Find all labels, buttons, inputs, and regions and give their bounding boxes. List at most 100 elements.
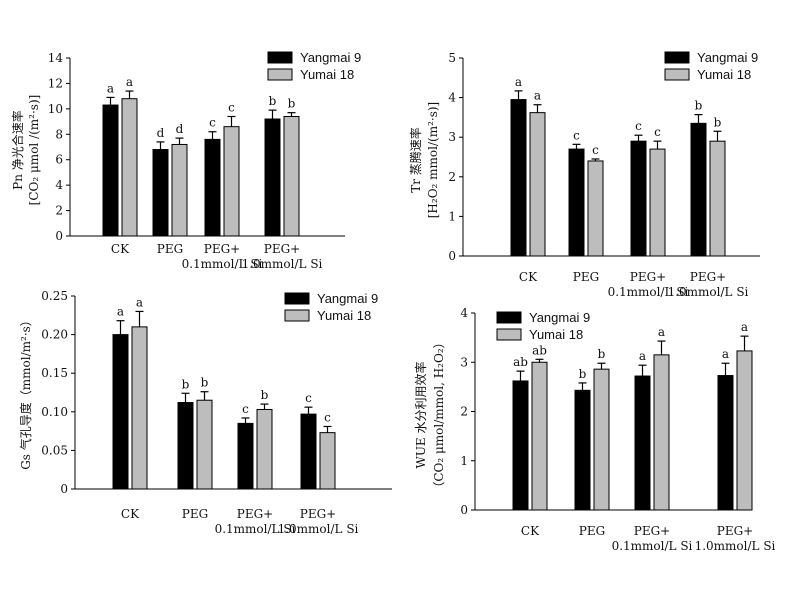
significance-letter: d bbox=[176, 122, 184, 136]
significance-letter: c bbox=[592, 143, 599, 157]
significance-letter: ab bbox=[532, 343, 547, 357]
significance-letter: a bbox=[515, 75, 522, 89]
bar-yangmai9 bbox=[102, 104, 119, 237]
bar-yumai18 bbox=[319, 432, 336, 490]
significance-letter: b bbox=[201, 376, 209, 390]
legend-swatch bbox=[496, 328, 522, 341]
bar-yumai18 bbox=[283, 115, 300, 237]
y-axis-label: [H₂O₂ mmol/(m²·s)] bbox=[426, 102, 440, 219]
significance-letter: b bbox=[714, 115, 722, 129]
y-tick-label: 0.05 bbox=[41, 443, 68, 457]
y-tick-label: 0.10 bbox=[41, 405, 68, 419]
significance-letter: c bbox=[573, 128, 580, 142]
y-tick-label: 0.25 bbox=[41, 289, 68, 303]
legend-label: Yumai 18 bbox=[317, 308, 371, 323]
y-tick-label: 4 bbox=[448, 91, 456, 105]
y-axis-label: （CO₂ μmol/mmol, H₂O₂） bbox=[432, 336, 446, 493]
x-category-label: PEG+ bbox=[237, 507, 273, 521]
x-category-label: PEG+ bbox=[634, 524, 670, 538]
x-category-label: PEG+ bbox=[690, 270, 726, 284]
bar-yangmai9 bbox=[264, 118, 281, 237]
significance-letter: b bbox=[598, 347, 606, 361]
y-tick-label: 0 bbox=[460, 503, 468, 517]
y-tick-label: 3 bbox=[448, 130, 456, 144]
y-tick-label: 1 bbox=[460, 454, 468, 468]
bar-yangmai9 bbox=[204, 138, 221, 237]
significance-letter: a bbox=[126, 75, 133, 89]
legend-swatch bbox=[664, 68, 690, 81]
chart-panel-1: 0 2 4 6 8 10 12 14 Pn 净光合速率 [CO₂ μmol /(m²·s)] a a C… bbox=[10, 50, 361, 271]
x-category-label: PEG+ bbox=[204, 242, 240, 256]
bar-yumai18 bbox=[171, 143, 188, 237]
x-category-label: 1.0mmol/L Si bbox=[278, 522, 359, 536]
bar-yangmai9 bbox=[112, 334, 129, 490]
legend-swatch bbox=[284, 309, 310, 322]
y-tick-label: 4 bbox=[460, 306, 468, 320]
x-category-label: PEG bbox=[573, 270, 599, 284]
x-category-label: PEG+ bbox=[264, 242, 300, 256]
bar-yangmai9 bbox=[630, 140, 647, 257]
legend-label: Yangmai 9 bbox=[697, 50, 758, 65]
bar-yumai18 bbox=[256, 408, 273, 490]
bar-yangmai9 bbox=[512, 380, 529, 511]
significance-letter: c bbox=[635, 119, 642, 133]
bar-yumai18 bbox=[531, 361, 548, 511]
bar-yumai18 bbox=[529, 112, 546, 257]
y-axis-label: Gs 气孔导度（mmol/m²·s） bbox=[18, 314, 33, 470]
bar-yangmai9 bbox=[510, 99, 527, 257]
legend-label: Yangmai 9 bbox=[300, 50, 361, 65]
legend-swatch bbox=[664, 51, 690, 64]
y-tick-label: 2 bbox=[55, 204, 63, 218]
x-category-label: 0.1mmol/L Si bbox=[612, 539, 693, 553]
bar-yumai18 bbox=[649, 148, 666, 257]
y-tick-label: 2 bbox=[460, 405, 468, 419]
y-tick-label: 3 bbox=[460, 355, 468, 369]
bar-yumai18 bbox=[131, 326, 148, 490]
significance-letter: c bbox=[324, 410, 331, 424]
legend-swatch bbox=[267, 51, 293, 64]
x-category-label: PEG bbox=[182, 507, 208, 521]
x-category-label: 1.0mmol/L Si bbox=[242, 257, 323, 271]
y-axis-label: Tr 蒸腾速率 bbox=[408, 127, 423, 193]
legend-swatch bbox=[284, 292, 310, 305]
y-axis-label: Pn 净光合速率 bbox=[10, 110, 25, 190]
significance-letter: a bbox=[658, 325, 665, 339]
bar-yangmai9 bbox=[690, 122, 707, 257]
y-tick-label: 6 bbox=[55, 153, 63, 167]
significance-letter: a bbox=[534, 89, 541, 103]
y-axis-label: [CO₂ μmol /(m²·s)] bbox=[27, 95, 41, 206]
y-tick-label: 0 bbox=[448, 249, 456, 263]
significance-letter: a bbox=[107, 81, 114, 95]
bar-yumai18 bbox=[587, 160, 604, 257]
x-category-label: CK bbox=[521, 524, 540, 538]
bar-yangmai9 bbox=[237, 422, 254, 490]
significance-letter: b bbox=[261, 388, 269, 402]
bar-yangmai9 bbox=[152, 149, 169, 237]
x-category-label: CK bbox=[121, 507, 140, 521]
y-tick-label: 12 bbox=[48, 76, 63, 90]
significance-letter: b bbox=[288, 97, 296, 111]
significance-letter: c bbox=[654, 125, 661, 139]
x-category-label: 0.1mmol/L Si bbox=[215, 522, 296, 536]
y-tick-label: 4 bbox=[55, 178, 63, 192]
x-category-label: PEG bbox=[579, 524, 605, 538]
significance-letter: d bbox=[157, 126, 165, 140]
significance-letter: c bbox=[305, 391, 312, 405]
legend-swatch bbox=[496, 311, 522, 324]
y-tick-label: 0.20 bbox=[41, 328, 68, 342]
bar-yumai18 bbox=[593, 368, 610, 511]
x-category-label: 1.0mmol/L Si bbox=[668, 285, 749, 299]
chart-panel-3: 0 0.05 0.10 0.15 0.20 0.25 Gs 气孔导度（mmol/m²·s） a… bbox=[18, 289, 392, 536]
x-category-label: CK bbox=[111, 242, 130, 256]
x-category-label: PEG+ bbox=[630, 270, 666, 284]
x-category-label: PEG+ bbox=[300, 507, 336, 521]
legend-label: Yangmai 9 bbox=[317, 291, 378, 306]
bar-yangmai9 bbox=[177, 402, 194, 490]
legend-label: Yangmai 9 bbox=[529, 310, 590, 325]
legend: Yangmai 9 Yumai 18 bbox=[496, 310, 590, 342]
bar-yumai18 bbox=[223, 126, 240, 237]
significance-letter: a bbox=[722, 347, 729, 361]
significance-letter: b bbox=[269, 94, 277, 108]
